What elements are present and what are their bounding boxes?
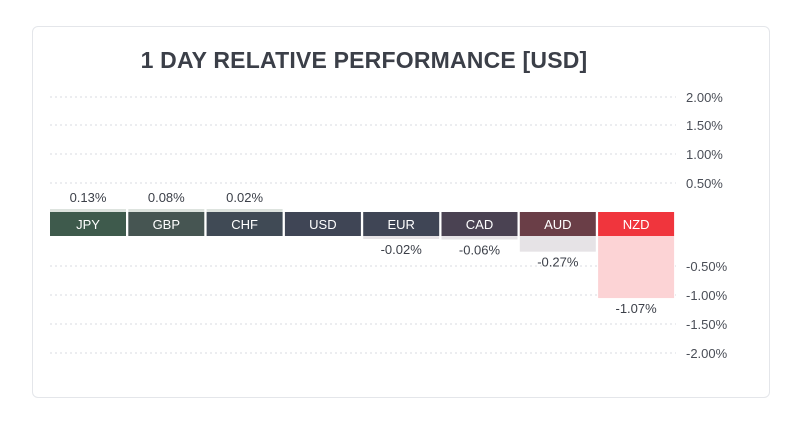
value-bar-jpy bbox=[50, 209, 126, 212]
y-tick-label: -2.00% bbox=[686, 346, 728, 361]
value-bar-nzd bbox=[598, 236, 675, 299]
data-label: -1.07% bbox=[615, 301, 657, 316]
category-label: USD bbox=[309, 217, 336, 232]
label-bar-aud bbox=[519, 212, 596, 236]
category-label: JPY bbox=[76, 217, 100, 232]
label-bar-eur bbox=[363, 212, 440, 236]
value-bar-eur bbox=[363, 236, 440, 239]
category-label: GBP bbox=[153, 217, 180, 232]
value-bar-cad bbox=[441, 236, 518, 240]
category-labels: JPY GBP CHF USD EUR CAD AUD NZD bbox=[76, 217, 649, 232]
label-bar-jpy bbox=[50, 212, 126, 236]
y-tick-labels: 2.00% 1.50% 1.00% 0.50% -0.50% -1.00% -1.50% -2… bbox=[686, 90, 728, 361]
y-tick-label: -1.50% bbox=[686, 317, 728, 332]
data-label: -0.02% bbox=[381, 242, 423, 257]
category-label: AUD bbox=[544, 217, 571, 232]
y-tick-label: 2.00% bbox=[686, 90, 723, 105]
y-tick-label: -1.00% bbox=[686, 288, 728, 303]
value-bar-aud bbox=[519, 236, 596, 252]
value-bar-chf bbox=[206, 209, 283, 212]
data-label: 0.08% bbox=[148, 190, 185, 205]
category-label-bars bbox=[50, 212, 675, 236]
value-bar-gbp bbox=[128, 209, 205, 212]
label-bar-cad bbox=[441, 212, 518, 236]
y-tick-label: 1.50% bbox=[686, 118, 723, 133]
y-tick-label: 1.00% bbox=[686, 147, 723, 162]
label-bar-gbp bbox=[128, 212, 205, 236]
label-bar-usd bbox=[284, 212, 361, 236]
data-label: 0.02% bbox=[226, 190, 263, 205]
category-label: NZD bbox=[623, 217, 650, 232]
data-labels: 0.13% 0.08% 0.02% -0.02% -0.06% -0.27% -1.07% bbox=[70, 190, 658, 316]
y-tick-label: -0.50% bbox=[686, 259, 728, 274]
data-label: -0.27% bbox=[537, 255, 579, 270]
grid-lines bbox=[50, 96, 676, 354]
category-label: CHF bbox=[231, 217, 258, 232]
value-bars bbox=[50, 209, 675, 299]
label-bar-nzd bbox=[598, 212, 675, 236]
label-bar-chf bbox=[206, 212, 283, 236]
category-label: EUR bbox=[387, 217, 414, 232]
data-label: 0.13% bbox=[70, 190, 107, 205]
data-label: -0.06% bbox=[459, 242, 501, 257]
category-label: CAD bbox=[466, 217, 493, 232]
y-tick-label: 0.50% bbox=[686, 176, 723, 191]
chart-title: 1 DAY RELATIVE PERFORMANCE [USD] bbox=[140, 47, 588, 73]
